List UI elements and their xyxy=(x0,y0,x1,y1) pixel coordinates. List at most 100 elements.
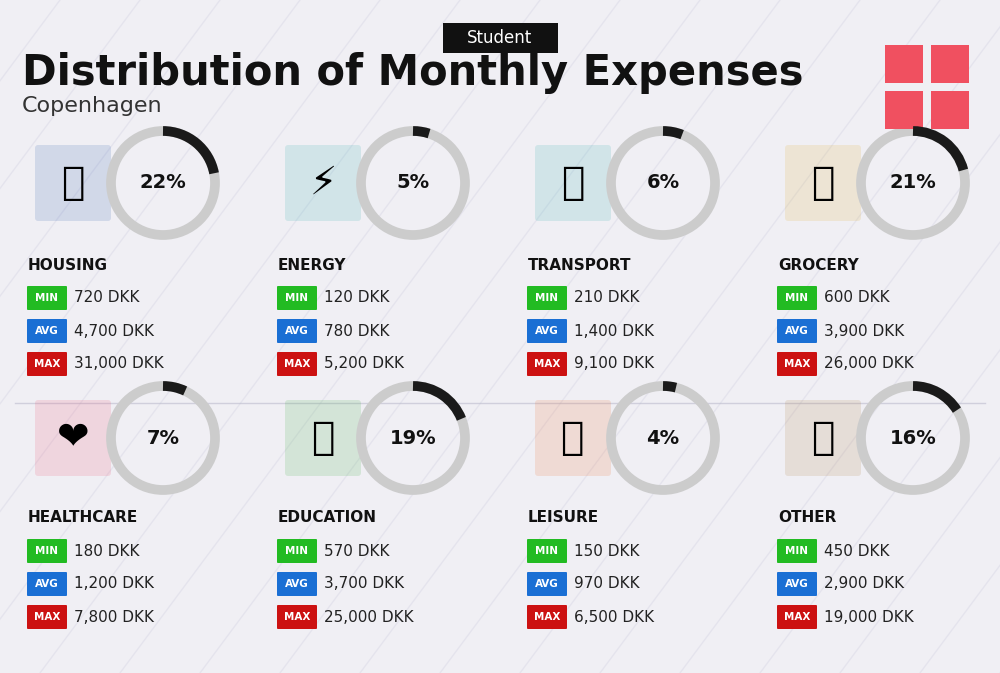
FancyBboxPatch shape xyxy=(777,605,817,629)
FancyBboxPatch shape xyxy=(27,605,67,629)
Text: AVG: AVG xyxy=(285,579,309,589)
Text: MIN: MIN xyxy=(36,546,58,556)
Text: 19,000 DKK: 19,000 DKK xyxy=(824,610,914,625)
Text: 3,700 DKK: 3,700 DKK xyxy=(324,577,404,592)
Text: 25,000 DKK: 25,000 DKK xyxy=(324,610,414,625)
Text: MAX: MAX xyxy=(534,359,560,369)
FancyBboxPatch shape xyxy=(277,352,317,376)
Text: 5,200 DKK: 5,200 DKK xyxy=(324,357,404,371)
FancyBboxPatch shape xyxy=(527,319,567,343)
Text: GROCERY: GROCERY xyxy=(778,258,859,273)
FancyBboxPatch shape xyxy=(277,286,317,310)
FancyBboxPatch shape xyxy=(777,319,817,343)
Text: LEISURE: LEISURE xyxy=(528,511,599,526)
Text: MIN: MIN xyxy=(786,546,808,556)
Text: 26,000 DKK: 26,000 DKK xyxy=(824,357,914,371)
Text: EDUCATION: EDUCATION xyxy=(278,511,377,526)
Text: 19%: 19% xyxy=(390,429,436,448)
Text: OTHER: OTHER xyxy=(778,511,836,526)
Text: Copenhagen: Copenhagen xyxy=(22,96,163,116)
FancyBboxPatch shape xyxy=(285,145,361,221)
FancyBboxPatch shape xyxy=(277,539,317,563)
Text: AVG: AVG xyxy=(535,326,559,336)
Text: MAX: MAX xyxy=(784,359,810,369)
Text: 2,900 DKK: 2,900 DKK xyxy=(824,577,904,592)
FancyBboxPatch shape xyxy=(527,539,567,563)
Text: 1,400 DKK: 1,400 DKK xyxy=(574,324,654,339)
Text: MAX: MAX xyxy=(34,612,60,622)
Text: 210 DKK: 210 DKK xyxy=(574,291,640,306)
Text: AVG: AVG xyxy=(285,326,309,336)
Text: MAX: MAX xyxy=(534,612,560,622)
Text: 🏢: 🏢 xyxy=(61,164,85,202)
FancyBboxPatch shape xyxy=(27,572,67,596)
Text: MIN: MIN xyxy=(286,546,308,556)
FancyBboxPatch shape xyxy=(885,91,923,129)
FancyBboxPatch shape xyxy=(777,539,817,563)
Text: 150 DKK: 150 DKK xyxy=(574,544,640,559)
Text: HOUSING: HOUSING xyxy=(28,258,108,273)
Text: 21%: 21% xyxy=(890,174,936,192)
Text: 4%: 4% xyxy=(646,429,680,448)
FancyBboxPatch shape xyxy=(931,91,969,129)
FancyBboxPatch shape xyxy=(277,319,317,343)
Text: 5%: 5% xyxy=(396,174,430,192)
Text: 4,700 DKK: 4,700 DKK xyxy=(74,324,154,339)
FancyBboxPatch shape xyxy=(777,286,817,310)
Text: 🛍️: 🛍️ xyxy=(561,419,585,457)
FancyBboxPatch shape xyxy=(527,572,567,596)
Text: 🚌: 🚌 xyxy=(561,164,585,202)
Text: Student: Student xyxy=(467,29,533,47)
Text: 6%: 6% xyxy=(646,174,680,192)
FancyBboxPatch shape xyxy=(885,45,923,83)
Text: 600 DKK: 600 DKK xyxy=(824,291,890,306)
Text: 9,100 DKK: 9,100 DKK xyxy=(574,357,654,371)
Text: ⚡: ⚡ xyxy=(309,164,337,202)
Text: 6,500 DKK: 6,500 DKK xyxy=(574,610,654,625)
FancyBboxPatch shape xyxy=(785,400,861,476)
Text: HEALTHCARE: HEALTHCARE xyxy=(28,511,138,526)
Text: 970 DKK: 970 DKK xyxy=(574,577,640,592)
FancyBboxPatch shape xyxy=(527,605,567,629)
FancyBboxPatch shape xyxy=(931,45,969,83)
Text: 31,000 DKK: 31,000 DKK xyxy=(74,357,164,371)
FancyBboxPatch shape xyxy=(27,319,67,343)
Text: 3,900 DKK: 3,900 DKK xyxy=(824,324,904,339)
Text: ENERGY: ENERGY xyxy=(278,258,347,273)
FancyBboxPatch shape xyxy=(27,352,67,376)
FancyBboxPatch shape xyxy=(27,286,67,310)
FancyBboxPatch shape xyxy=(277,605,317,629)
FancyBboxPatch shape xyxy=(35,145,111,221)
Text: 450 DKK: 450 DKK xyxy=(824,544,890,559)
Text: ❤️: ❤️ xyxy=(57,419,89,457)
Text: 16%: 16% xyxy=(890,429,936,448)
Text: 7,800 DKK: 7,800 DKK xyxy=(74,610,154,625)
Text: MAX: MAX xyxy=(784,612,810,622)
Text: MIN: MIN xyxy=(36,293,58,303)
FancyBboxPatch shape xyxy=(27,539,67,563)
Text: AVG: AVG xyxy=(535,579,559,589)
Text: 💼: 💼 xyxy=(811,419,835,457)
Text: MAX: MAX xyxy=(284,359,310,369)
Text: AVG: AVG xyxy=(35,326,59,336)
Text: AVG: AVG xyxy=(35,579,59,589)
FancyBboxPatch shape xyxy=(785,145,861,221)
FancyBboxPatch shape xyxy=(277,572,317,596)
Text: 120 DKK: 120 DKK xyxy=(324,291,390,306)
Text: 180 DKK: 180 DKK xyxy=(74,544,140,559)
Text: 22%: 22% xyxy=(140,174,186,192)
Text: MIN: MIN xyxy=(786,293,808,303)
Text: 🎓: 🎓 xyxy=(311,419,335,457)
Text: 720 DKK: 720 DKK xyxy=(74,291,140,306)
FancyBboxPatch shape xyxy=(527,352,567,376)
Text: MIN: MIN xyxy=(536,293,558,303)
FancyBboxPatch shape xyxy=(285,400,361,476)
Text: 780 DKK: 780 DKK xyxy=(324,324,390,339)
Text: AVG: AVG xyxy=(785,326,809,336)
FancyBboxPatch shape xyxy=(777,352,817,376)
Text: 570 DKK: 570 DKK xyxy=(324,544,390,559)
FancyBboxPatch shape xyxy=(35,400,111,476)
FancyBboxPatch shape xyxy=(527,286,567,310)
Text: 🛒: 🛒 xyxy=(811,164,835,202)
Text: MIN: MIN xyxy=(536,546,558,556)
